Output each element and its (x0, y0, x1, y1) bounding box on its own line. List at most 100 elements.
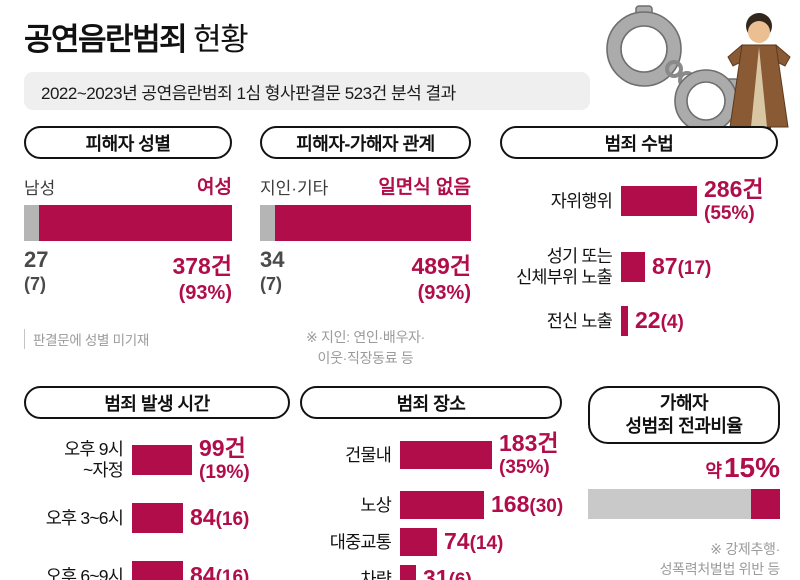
victim-gender-labels: 남성 여성 (24, 172, 232, 199)
bar-value: 31(6) (423, 565, 472, 580)
prior-record-bar-fill (751, 489, 780, 519)
bar-row-label: 성기 또는 신체부위 노출 (500, 246, 621, 288)
bar (621, 306, 628, 336)
prior-record-note-line1: ※ 강제추행· (710, 541, 780, 557)
bar-value: 74(14) (444, 528, 504, 555)
value-number: 87 (652, 253, 678, 280)
bar (400, 528, 437, 556)
crime-illustration (606, 5, 791, 140)
page-title-bold: 공연음란범죄 (24, 22, 188, 57)
value-percent: (6) (449, 570, 472, 580)
stranger-value: 489건 (93%) (411, 247, 471, 305)
bar-value: 87(17) (652, 253, 712, 280)
prior-record-percent: 15% (723, 452, 780, 483)
bar-row-vehicle: 차량 31(6) (300, 565, 562, 580)
label-line: 오후 6~9시 (45, 565, 124, 580)
bar-row-9pm-midnight: 오후 9시 ~자정 99건 (19%) (24, 433, 290, 487)
bar-value: 99건 (19%) (199, 434, 250, 484)
label-line: ~자정 (82, 460, 124, 480)
acquaintance-bar-segment (260, 205, 275, 241)
value-percent: (17) (677, 258, 712, 280)
bar-row-label: 오후 9시 ~자정 (24, 439, 132, 481)
acquaintance-percent: (7) (260, 274, 282, 294)
acquaintance-label: 지인·기타 (260, 179, 329, 198)
bar (400, 441, 492, 469)
value-percent: (30) (529, 496, 564, 518)
crime-time-header: 범죄 발생 시간 (24, 386, 290, 419)
bar-row-building: 건물내 183건 (35%) (300, 429, 562, 481)
stranger-label: 일면식 없음 (378, 177, 471, 198)
value-percent: (4) (660, 312, 684, 334)
label-line: 오후 3~6시 (45, 507, 124, 528)
bar-value: 183건 (35%) (499, 430, 559, 479)
panel-relation: 피해자-가해자 관계 지인·기타 일면식 없음 34 (7) 489건 (93%… (260, 126, 471, 369)
bar-row-label: 차량 (300, 569, 400, 580)
relation-note-line2: 이웃·직장동료 등 (317, 350, 414, 366)
bar-row-label: 건물내 (300, 445, 400, 466)
victim-gender-header-label: 피해자 성별 (85, 133, 171, 154)
bar-value: 84(16) (190, 562, 250, 580)
crime-method-rows: 자위행위 286건 (55%) 성기 또는 신체부위 노출 87(17) 전신 … (500, 174, 778, 336)
label-line: 노상 (360, 494, 391, 515)
label-line: 건물내 (345, 444, 392, 465)
crime-time-header-label: 범죄 발생 시간 (104, 393, 210, 414)
crime-time-rows: 오후 9시 ~자정 99건 (19%) 오후 3~6시 84(16) 오후 6~… (24, 433, 290, 580)
label-line: 성기 또는 (546, 246, 613, 266)
bar (132, 445, 192, 475)
value-number: 31 (423, 565, 449, 580)
panel-crime-time: 범죄 발생 시간 오후 9시 ~자정 99건 (19%) 오후 3~6시 84(… (24, 386, 290, 580)
stranger-count: 489건 (411, 253, 471, 279)
stranger-percent: (93%) (417, 282, 471, 304)
value-percent: (14) (469, 533, 504, 555)
relation-header-label: 피해자-가해자 관계 (296, 133, 435, 154)
crime-method-header: 범죄 수법 (500, 126, 778, 159)
label-line: 오후 9시 (64, 439, 124, 459)
male-value: 27 (7) (24, 247, 48, 305)
panel-crime-place: 범죄 장소 건물내 183건 (35%) 노상 168(30) 대중교통 (300, 386, 564, 580)
female-count: 378건 (172, 253, 232, 279)
bar-value: 286건 (55%) (704, 176, 764, 225)
panel-crime-method: 범죄 수법 자위행위 286건 (55%) 성기 또는 신체부위 노출 87(1… (500, 126, 778, 336)
bar-row-masturbation: 자위행위 286건 (55%) (500, 174, 778, 228)
value-number: 99건 (199, 434, 246, 461)
crime-place-header-label: 범죄 장소 (396, 393, 466, 414)
bar (621, 186, 697, 216)
relation-header: 피해자-가해자 관계 (260, 126, 471, 159)
male-count: 27 (24, 247, 49, 272)
subtitle-box: 2022~2023년 공연음란범죄 1심 형사판결문 523건 분석 결과 (24, 72, 590, 110)
relation-bar (260, 205, 471, 241)
prior-record-header-line1: 가해자 (659, 392, 709, 413)
bar-row-label: 오후 6~9시 (24, 566, 132, 580)
prior-record-value: 약15% (588, 454, 780, 482)
prior-record-bar (588, 489, 780, 519)
bar-value: 168(30) (491, 491, 564, 518)
page-title: 공연음란범죄 현황 (24, 14, 249, 59)
male-percent: (7) (24, 274, 46, 294)
panel-victim-gender: 피해자 성별 남성 여성 27 (7) 378건 (93%) 판결문에 성별 미… (24, 126, 232, 349)
crime-method-header-label: 범죄 수법 (604, 133, 674, 154)
bar-row-label: 대중교통 (300, 532, 400, 553)
value-percent: (16) (215, 567, 250, 580)
female-label: 여성 (197, 177, 232, 198)
value-number: 84 (190, 562, 216, 580)
bar-row-label: 전신 노출 (500, 311, 621, 332)
label-line: 대중교통 (329, 531, 392, 552)
crime-place-rows: 건물내 183건 (35%) 노상 168(30) 대중교통 74(14) (300, 429, 564, 580)
relation-note-line1: ※ 지인: 연인·배우자· (306, 329, 425, 345)
subtitle-text: 2022~2023년 공연음란범죄 1심 형사판결문 523건 분석 결과 (41, 83, 456, 103)
bar-row-public-transit: 대중교통 74(14) (300, 528, 562, 556)
bar (621, 252, 645, 282)
victim-gender-header: 피해자 성별 (24, 126, 232, 159)
female-percent: (93%) (178, 282, 232, 304)
label-line: 전신 노출 (546, 310, 613, 331)
flasher-icon (727, 13, 791, 140)
relation-note: ※ 지인: 연인·배우자· 이웃·직장동료 등 (260, 327, 471, 369)
bar (400, 565, 416, 580)
acquaintance-value: 34 (7) (260, 247, 284, 305)
value-percent: (19%) (199, 462, 250, 484)
value-number: 74 (444, 528, 470, 555)
crime-place-header: 범죄 장소 (300, 386, 562, 419)
prior-record-note: ※ 강제추행· 성폭력처벌법 위반 등 (588, 539, 781, 580)
bar-value: 22(4) (635, 307, 684, 334)
bar-value: 84(16) (190, 504, 249, 531)
